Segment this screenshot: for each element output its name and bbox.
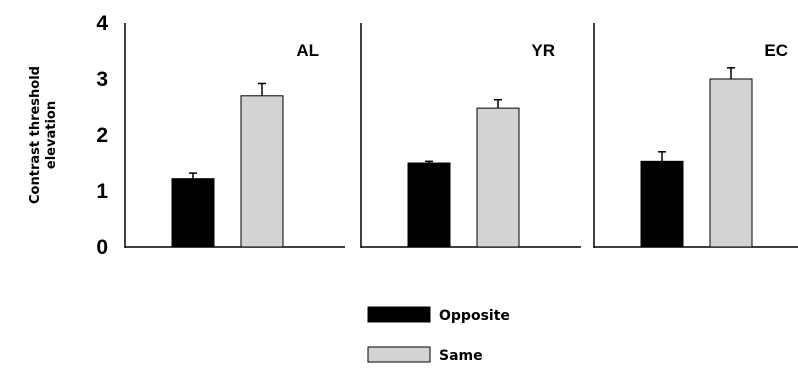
panel-label: AL [296, 41, 319, 60]
bar-opposite [640, 160, 684, 248]
panel-yr: YR [360, 23, 581, 248]
bar-same [709, 78, 753, 248]
y-tick-label: 2 [96, 124, 108, 147]
panel-ec: EC [593, 23, 798, 248]
bar-opposite [407, 162, 451, 248]
y-axis-ticks: 0 1 2 3 4 [96, 12, 108, 259]
legend-item-same: Same [367, 346, 483, 364]
panel-label: YR [531, 41, 555, 60]
y-tick-label: 1 [96, 180, 108, 203]
legend-item-opposite: Opposite [367, 306, 510, 324]
bar-same [476, 107, 520, 248]
legend-swatch [367, 306, 431, 323]
legend-label: Same [439, 348, 483, 364]
legend-swatch [367, 346, 431, 363]
bar-same [240, 95, 284, 248]
y-tick-label: 3 [96, 68, 108, 91]
y-axis-title: Contrast threshold elevation [28, 66, 59, 204]
y-axis-title-line1: Contrast threshold [28, 66, 43, 204]
y-axis-title-line2: elevation [44, 101, 59, 169]
legend: Opposite Same [367, 306, 510, 364]
legend-label: Opposite [439, 308, 510, 324]
panel-al: AL [124, 23, 345, 248]
bar-opposite [171, 178, 215, 248]
chart-panels: AL YR EC [124, 23, 798, 248]
panel-label: EC [764, 41, 788, 60]
y-tick-label: 4 [96, 12, 108, 35]
y-tick-label: 0 [96, 236, 108, 259]
